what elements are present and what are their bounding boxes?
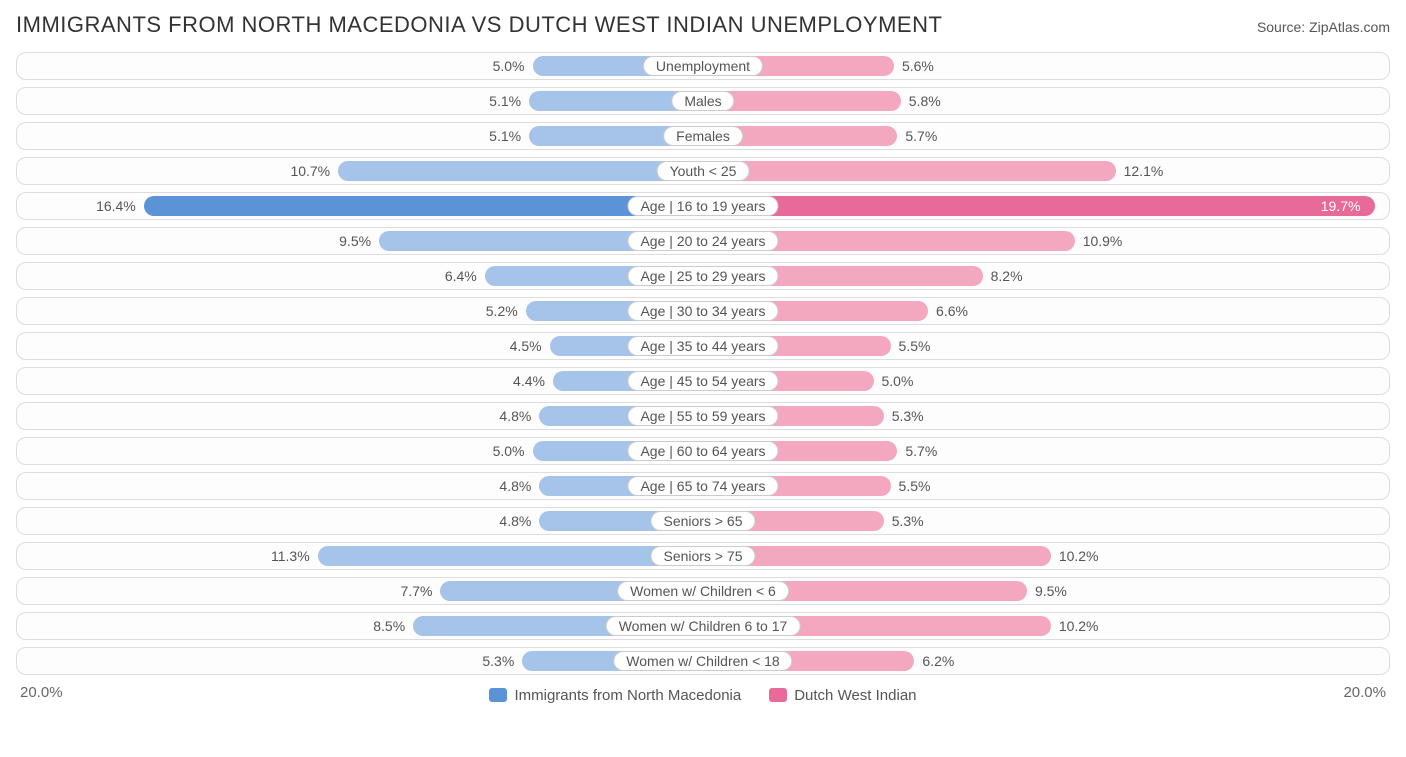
value-label-right: 5.6% — [902, 58, 934, 74]
bar-right — [703, 196, 1375, 216]
value-label-right: 10.2% — [1059, 548, 1099, 564]
bar-left — [144, 196, 703, 216]
value-label-left: 9.5% — [339, 233, 371, 249]
legend-swatch-left — [489, 688, 507, 702]
value-label-left: 16.4% — [96, 198, 136, 214]
legend-item-right: Dutch West Indian — [769, 687, 916, 704]
legend-label-left: Immigrants from North Macedonia — [514, 687, 741, 704]
chart-row: 8.5% 10.2% Women w/ Children 6 to 17 — [16, 612, 1390, 640]
category-label: Age | 60 to 64 years — [627, 441, 778, 461]
chart-row: 7.7% 9.5% Women w/ Children < 6 — [16, 577, 1390, 605]
value-label-right: 9.5% — [1035, 583, 1067, 599]
chart-row: 5.0% 5.7% Age | 60 to 64 years — [16, 437, 1390, 465]
category-label: Age | 65 to 74 years — [627, 476, 778, 496]
chart-row: 5.1% 5.8% Males — [16, 87, 1390, 115]
chart-row: 5.3% 6.2% Women w/ Children < 18 — [16, 647, 1390, 675]
header: IMMIGRANTS FROM NORTH MACEDONIA VS DUTCH… — [16, 12, 1390, 38]
bar-left — [318, 546, 703, 566]
value-label-right: 5.7% — [905, 128, 937, 144]
axis-max-right: 20.0% — [1343, 684, 1386, 701]
source-prefix: Source: — [1257, 19, 1309, 35]
category-label: Age | 20 to 24 years — [627, 231, 778, 251]
category-label: Seniors > 65 — [651, 511, 756, 531]
chart-row: 5.1% 5.7% Females — [16, 122, 1390, 150]
category-label: Women w/ Children 6 to 17 — [606, 616, 801, 636]
bar-left — [338, 161, 703, 181]
diverging-bar-chart: 5.0% 5.6% Unemployment 5.1% 5.8% Males 5.1% 5.7… — [16, 52, 1390, 675]
category-label: Age | 16 to 19 years — [627, 196, 778, 216]
bar-right — [703, 161, 1116, 181]
value-label-right: 19.7% — [1321, 198, 1361, 214]
value-label-right: 5.7% — [905, 443, 937, 459]
value-label-left: 5.1% — [489, 128, 521, 144]
value-label-right: 5.5% — [899, 478, 931, 494]
value-label-left: 5.3% — [482, 653, 514, 669]
category-label: Seniors > 75 — [651, 546, 756, 566]
value-label-right: 5.3% — [892, 513, 924, 529]
value-label-left: 4.8% — [499, 408, 531, 424]
value-label-left: 6.4% — [445, 268, 477, 284]
value-label-right: 10.9% — [1083, 233, 1123, 249]
value-label-left: 4.8% — [499, 513, 531, 529]
chart-footer: 20.0% Immigrants from North Macedonia Du… — [16, 682, 1390, 708]
chart-row: 4.8% 5.3% Seniors > 65 — [16, 507, 1390, 535]
category-label: Unemployment — [643, 56, 763, 76]
chart-row: 9.5% 10.9% Age | 20 to 24 years — [16, 227, 1390, 255]
category-label: Age | 45 to 54 years — [627, 371, 778, 391]
source-attribution: Source: ZipAtlas.com — [1257, 19, 1390, 35]
source-name: ZipAtlas.com — [1309, 19, 1390, 35]
value-label-right: 6.2% — [922, 653, 954, 669]
legend-swatch-right — [769, 688, 787, 702]
chart-row: 10.7% 12.1% Youth < 25 — [16, 157, 1390, 185]
value-label-left: 11.3% — [271, 548, 310, 564]
category-label: Females — [663, 126, 743, 146]
value-label-right: 5.8% — [909, 93, 941, 109]
value-label-left: 10.7% — [290, 163, 330, 179]
value-label-right: 5.5% — [899, 338, 931, 354]
value-label-left: 5.0% — [493, 443, 525, 459]
category-label: Youth < 25 — [657, 161, 750, 181]
value-label-left: 5.1% — [489, 93, 521, 109]
chart-row: 4.5% 5.5% Age | 35 to 44 years — [16, 332, 1390, 360]
axis-max-left: 20.0% — [20, 684, 63, 701]
category-label: Age | 55 to 59 years — [627, 406, 778, 426]
category-label: Women w/ Children < 18 — [613, 651, 792, 671]
value-label-left: 4.4% — [513, 373, 545, 389]
chart-row: 4.8% 5.3% Age | 55 to 59 years — [16, 402, 1390, 430]
value-label-right: 5.3% — [892, 408, 924, 424]
category-label: Males — [671, 91, 734, 111]
chart-row: 5.0% 5.6% Unemployment — [16, 52, 1390, 80]
value-label-left: 5.0% — [493, 58, 525, 74]
value-label-right: 10.2% — [1059, 618, 1099, 634]
value-label-left: 7.7% — [401, 583, 433, 599]
chart-row: 11.3% 10.2% Seniors > 75 — [16, 542, 1390, 570]
value-label-right: 6.6% — [936, 303, 968, 319]
value-label-left: 8.5% — [373, 618, 405, 634]
chart-row: 4.8% 5.5% Age | 65 to 74 years — [16, 472, 1390, 500]
chart-row: 5.2% 6.6% Age | 30 to 34 years — [16, 297, 1390, 325]
value-label-left: 5.2% — [486, 303, 518, 319]
value-label-right: 12.1% — [1124, 163, 1164, 179]
category-label: Age | 30 to 34 years — [627, 301, 778, 321]
legend-item-left: Immigrants from North Macedonia — [489, 687, 741, 704]
value-label-right: 5.0% — [882, 373, 914, 389]
legend: Immigrants from North Macedonia Dutch We… — [489, 687, 916, 704]
category-label: Age | 35 to 44 years — [627, 336, 778, 356]
category-label: Age | 25 to 29 years — [627, 266, 778, 286]
chart-row: 16.4% 19.7% Age | 16 to 19 years — [16, 192, 1390, 220]
value-label-right: 8.2% — [991, 268, 1023, 284]
legend-label-right: Dutch West Indian — [794, 687, 916, 704]
chart-row: 4.4% 5.0% Age | 45 to 54 years — [16, 367, 1390, 395]
category-label: Women w/ Children < 6 — [617, 581, 789, 601]
page-title: IMMIGRANTS FROM NORTH MACEDONIA VS DUTCH… — [16, 12, 942, 38]
chart-row: 6.4% 8.2% Age | 25 to 29 years — [16, 262, 1390, 290]
value-label-left: 4.5% — [510, 338, 542, 354]
value-label-left: 4.8% — [499, 478, 531, 494]
